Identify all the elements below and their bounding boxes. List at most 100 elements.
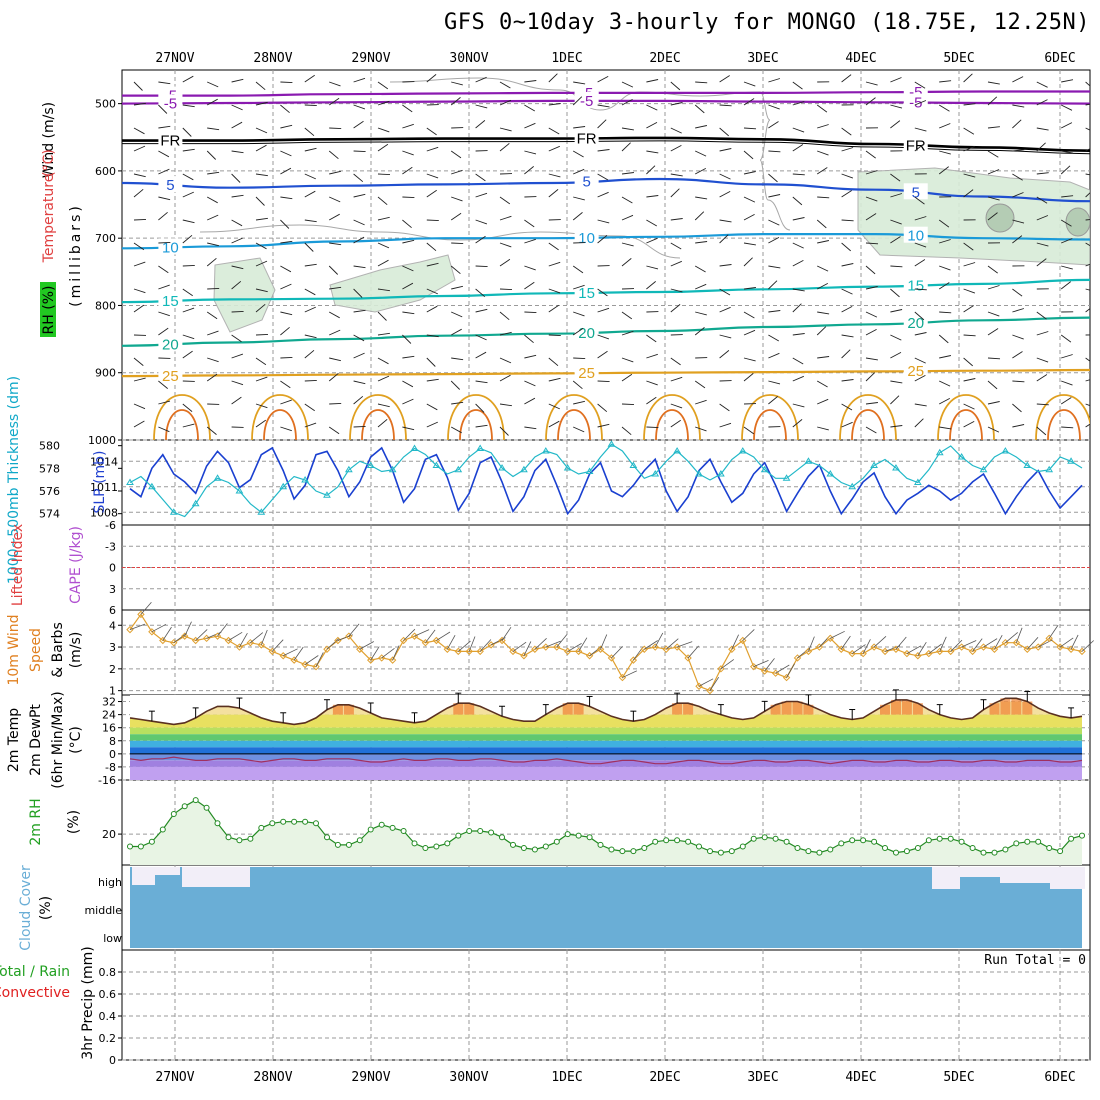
rh-marker — [871, 838, 878, 845]
rh-marker — [280, 818, 287, 825]
wind-barb — [207, 287, 220, 290]
wind-barb — [402, 123, 414, 129]
wind-barb — [695, 426, 707, 432]
rh-marker — [367, 826, 374, 833]
ytick-label: 900 — [95, 367, 116, 380]
wind-barb — [792, 81, 803, 90]
wind-barb — [1012, 173, 1023, 181]
wind-barb — [719, 104, 732, 107]
contour-label: 25 — [907, 363, 924, 380]
wind-barb — [133, 357, 144, 366]
wind-barb — [377, 311, 387, 321]
wind-barb — [865, 286, 878, 290]
hot-fill — [770, 704, 781, 715]
wind-barb — [914, 403, 927, 407]
slp-marker — [760, 465, 769, 473]
label-speed: Speed — [28, 628, 44, 672]
wind-barb-10m — [720, 659, 735, 670]
wind-barb — [280, 167, 292, 175]
wind-barb-10m — [337, 634, 353, 641]
wind-barb — [573, 311, 585, 317]
wind-barb-10m — [326, 638, 340, 650]
label-convective: Convective — [0, 985, 70, 1001]
wind-barb — [182, 307, 195, 313]
wind-barb — [987, 196, 1000, 201]
wind-barb — [231, 353, 244, 359]
wind-speed-marker — [607, 654, 616, 662]
wind-barb — [987, 96, 998, 106]
wind-barb — [499, 258, 511, 267]
warm-contour-outer — [545, 394, 603, 440]
wind-barb — [524, 380, 536, 387]
wind-barb — [597, 104, 610, 108]
wind-barb — [133, 218, 147, 221]
wind-barb — [792, 419, 803, 428]
wind-barb — [719, 234, 729, 244]
rh-marker — [685, 838, 692, 845]
wind-barb-10m — [840, 635, 851, 650]
wind-barb — [646, 353, 658, 359]
wind-speed-marker — [1012, 638, 1021, 647]
wind-speed-marker — [870, 643, 878, 651]
wind-barb — [670, 260, 682, 267]
wind-barb — [792, 144, 804, 152]
wind-barb — [158, 168, 170, 175]
rh-marker — [127, 843, 133, 850]
rh-marker — [827, 846, 834, 853]
ytick-label: 1 — [109, 685, 116, 698]
wind-speed-marker — [574, 647, 583, 656]
wind-barb — [914, 242, 927, 248]
wind-barb — [1060, 281, 1071, 290]
wind-speed-marker — [936, 647, 944, 656]
wind-barb-10m — [676, 641, 693, 648]
warm-contour-inner — [557, 409, 591, 440]
wind-barb — [573, 126, 586, 129]
temperature-band — [130, 760, 1082, 767]
wind-barb — [280, 426, 292, 432]
rh-marker — [980, 849, 987, 856]
hot-fill — [781, 701, 792, 715]
rh-marker — [269, 820, 276, 827]
rh-marker — [936, 835, 943, 842]
wind-barb — [1061, 195, 1074, 198]
wind-barb — [451, 242, 464, 245]
wind-barb — [890, 288, 900, 298]
wind-barb — [743, 150, 754, 160]
wind-barb — [768, 194, 781, 198]
wind-barb-10m — [939, 636, 947, 652]
wind-barb — [231, 194, 244, 198]
temperature-line — [129, 697, 1083, 726]
rh-marker — [1068, 835, 1075, 842]
wind-barb-10m — [742, 629, 755, 641]
wind-barb — [621, 426, 632, 436]
wind-barb — [353, 288, 363, 298]
wind-barb — [353, 265, 366, 269]
wind-barb — [719, 403, 730, 412]
top-date-2: 29NOV — [351, 51, 390, 66]
wind-barb — [939, 380, 951, 387]
rh-marker — [181, 803, 188, 810]
wind-barb — [646, 219, 658, 227]
contour-label: 20 — [578, 325, 595, 342]
contour-label: 5 — [582, 174, 590, 191]
wind-barb-10m — [195, 629, 208, 641]
wind-barb — [524, 104, 536, 112]
wind-barb-10m — [534, 638, 547, 650]
wind-barb — [182, 264, 195, 267]
wind-barb — [817, 426, 829, 431]
wind-barb-10m — [753, 660, 769, 668]
wind-barb — [573, 81, 586, 85]
wind-barb — [694, 327, 705, 336]
rh-marker — [761, 834, 768, 841]
wind-barb — [524, 426, 537, 430]
wind-barb — [353, 309, 366, 313]
wind-barb — [329, 196, 341, 203]
wind-barb — [695, 81, 708, 84]
wind-barb — [743, 287, 756, 290]
wind-barb — [670, 81, 681, 91]
wind-barb — [475, 351, 487, 359]
wind-barb — [963, 189, 974, 198]
ytick-label: 16 — [102, 722, 116, 735]
wind-speed-marker — [235, 643, 244, 651]
wind-barb — [499, 374, 511, 382]
